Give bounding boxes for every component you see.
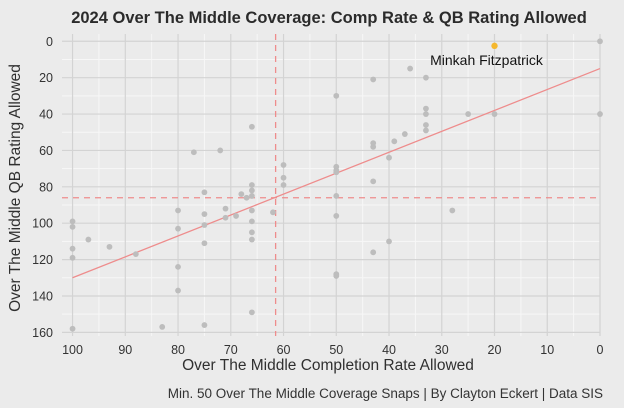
data-point — [175, 263, 181, 270]
data-point — [333, 92, 340, 99]
y-tick-label: 100 — [32, 217, 53, 231]
chart-caption: Min. 50 Over The Middle Coverage Snaps |… — [168, 386, 603, 401]
x-tick-label: 80 — [171, 343, 185, 357]
y-tick-label: 80 — [39, 180, 53, 194]
data-point — [201, 322, 208, 328]
x-tick-label: 10 — [540, 343, 554, 357]
data-point — [491, 111, 498, 117]
highlight-layer: Minkah Fitzpatrick — [430, 42, 544, 68]
data-point — [333, 273, 340, 279]
data-point — [248, 187, 255, 194]
data-point — [423, 111, 429, 117]
data-point — [85, 236, 92, 243]
highlight-label: Minkah Fitzpatrick — [430, 52, 544, 68]
data-point — [370, 249, 377, 256]
data-point — [370, 178, 377, 185]
data-point — [201, 222, 208, 228]
data-point — [597, 111, 603, 117]
data-point — [333, 193, 340, 199]
data-point — [370, 143, 377, 150]
data-point — [248, 182, 255, 188]
data-point — [159, 324, 166, 330]
data-point — [248, 193, 255, 199]
data-point — [190, 149, 197, 156]
data-point — [233, 213, 239, 219]
data-point — [407, 65, 414, 72]
data-point — [69, 223, 76, 230]
y-tick-label: 60 — [39, 144, 53, 158]
data-point — [423, 122, 429, 128]
data-point — [248, 123, 255, 130]
data-point — [69, 245, 76, 252]
x-tick-label: 100 — [62, 343, 83, 357]
data-point — [201, 189, 208, 196]
y-tick-label: 40 — [39, 108, 53, 122]
y-tick-label: 0 — [46, 35, 53, 49]
data-point — [248, 229, 255, 236]
data-point — [106, 243, 113, 250]
data-point — [222, 214, 229, 221]
data-point — [391, 138, 398, 145]
x-axis-label: Over The Middle Completion Rate Allowed — [182, 357, 474, 374]
y-tick-label: 160 — [32, 326, 53, 340]
y-axis-label: Over The Middle QB Rating Allowed — [7, 64, 24, 312]
data-point — [423, 74, 429, 81]
x-tick-label: 0 — [597, 343, 604, 357]
data-point — [243, 194, 250, 201]
data-point — [201, 240, 208, 247]
x-tick-label: 30 — [435, 343, 449, 357]
x-tick-label: 90 — [118, 343, 132, 357]
y-tick-label: 20 — [39, 71, 53, 85]
x-tick-label: 70 — [224, 343, 238, 357]
data-point — [201, 211, 208, 218]
data-point — [248, 207, 255, 214]
x-tick-label: 20 — [488, 343, 502, 357]
data-point — [386, 154, 392, 161]
data-point — [370, 76, 377, 83]
data-point — [175, 207, 181, 214]
data-point — [238, 191, 245, 197]
data-point — [333, 169, 340, 176]
data-point — [248, 218, 255, 225]
grid-layer — [62, 34, 601, 336]
data-point — [248, 236, 255, 243]
data-point — [248, 309, 255, 316]
data-point — [386, 238, 392, 245]
tick-labels: 100 90 80 70 60 50 40 30 20 10 0020406080100120140… — [32, 35, 603, 357]
data-point — [175, 287, 181, 294]
x-tick-label: 60 — [277, 343, 291, 357]
data-point — [465, 111, 472, 117]
highlight-point — [491, 42, 498, 50]
data-point — [280, 174, 287, 181]
data-point — [449, 207, 456, 214]
data-point — [280, 182, 287, 188]
data-point — [423, 127, 429, 134]
y-tick-label: 120 — [32, 253, 53, 267]
y-tick-label: 140 — [32, 289, 53, 303]
points-layer — [69, 38, 603, 332]
data-point — [69, 254, 76, 261]
reference-lines — [62, 34, 600, 336]
data-point — [175, 225, 181, 232]
data-point — [333, 213, 340, 219]
data-point — [69, 325, 76, 332]
data-point — [69, 218, 76, 225]
chart-title: 2024 Over The Middle Coverage: Comp Rate… — [71, 9, 587, 27]
data-point — [401, 131, 408, 137]
data-point — [132, 251, 139, 258]
data-point — [222, 205, 229, 212]
x-tick-label: 40 — [382, 343, 396, 357]
data-point — [270, 209, 276, 216]
data-point — [217, 147, 224, 154]
data-point — [423, 105, 429, 112]
x-tick-label: 50 — [329, 343, 343, 357]
data-point — [597, 38, 603, 45]
data-point — [280, 162, 287, 168]
